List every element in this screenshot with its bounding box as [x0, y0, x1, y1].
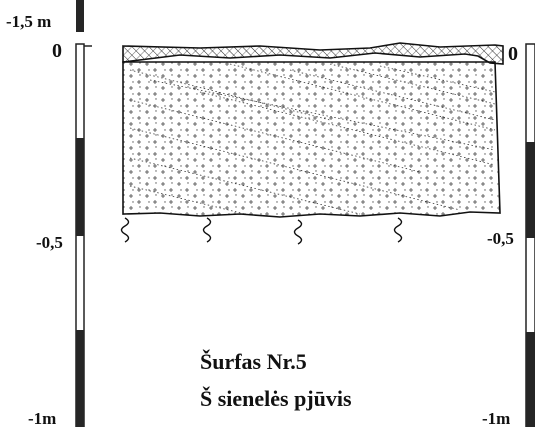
right-scale-bar	[525, 43, 535, 427]
label-right-zero: 0	[508, 43, 518, 65]
title-line-1: Šurfas Nr.5	[200, 349, 307, 374]
sand-layer	[122, 61, 501, 218]
label-left-half: -0,5	[36, 233, 63, 252]
label-left-zero: 0	[52, 40, 62, 62]
label-top-left-depth: -1,5 m	[6, 12, 51, 31]
label-right-bottom: -1m	[482, 409, 510, 427]
label-right-half: -0,5	[487, 229, 514, 248]
lamination-lines	[129, 63, 496, 215]
continuation-squiggles	[120, 217, 403, 245]
top-left-scale-bar	[76, 0, 84, 32]
label-left-bottom: -1m	[28, 409, 56, 427]
left-scale-bar	[75, 43, 85, 427]
title-line-2: Š sienelės pjūvis	[200, 386, 352, 411]
